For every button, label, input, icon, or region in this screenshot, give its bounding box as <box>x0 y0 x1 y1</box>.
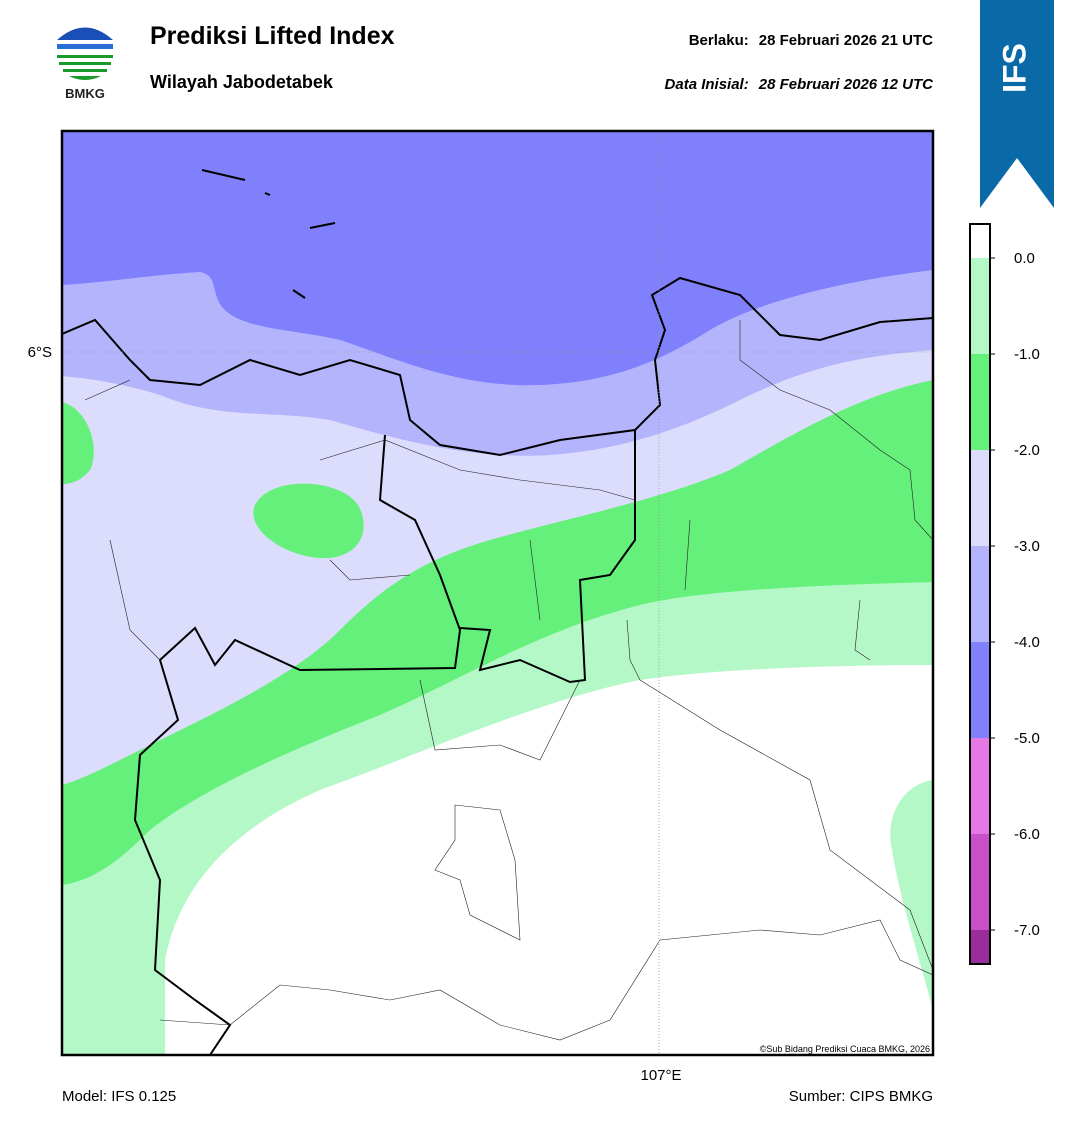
colorbar-band <box>970 354 990 450</box>
colorbar-band <box>970 546 990 642</box>
colorbar-frame <box>969 223 991 965</box>
lon-label: 107°E <box>640 1067 681 1084</box>
footer-source: Sumber: CIPS BMKG <box>789 1088 933 1105</box>
colorbar-tick-label: -4.0 <box>1014 634 1040 651</box>
map: ©Sub Bidang Prediksi Cuaca BMKG, 2026 <box>62 131 933 1055</box>
footer-model: Model: IFS 0.125 <box>62 1088 176 1105</box>
valid-label: Berlaku: <box>689 32 749 49</box>
title: Prediksi Lifted Index <box>150 22 395 50</box>
badge-text: IFS <box>996 43 1032 93</box>
init-label: Data Inisial: <box>665 76 749 93</box>
colorbar: 0.0 -1.0 -2.0 -3.0 -4.0 -5.0 -6.0 -7.0 <box>969 223 1040 965</box>
lat-label: 6°S <box>28 344 52 361</box>
admin-borders <box>84 320 933 1041</box>
copyright: ©Sub Bidang Prediksi Cuaca BMKG, 2026 <box>760 1044 930 1054</box>
colorbar-band <box>970 224 990 258</box>
colorbar-band <box>970 738 990 834</box>
colorbar-band <box>970 834 990 930</box>
logo: BMKG <box>57 27 113 101</box>
colorbar-band <box>970 450 990 546</box>
colorbar-tick-label: -1.0 <box>1014 346 1040 363</box>
area-blue <box>62 131 933 386</box>
init-time: Data Inisial: 28 Februari 2026 12 UTC <box>665 76 935 93</box>
init-value: 28 Februari 2026 12 UTC <box>758 76 934 93</box>
colorbar-tick-label: -5.0 <box>1014 730 1040 747</box>
area-light-green-se <box>890 780 933 1010</box>
colorbar-band <box>970 642 990 738</box>
logo-text: BMKG <box>65 86 105 101</box>
badge <box>980 0 1054 208</box>
map-frame <box>60 129 935 1057</box>
coastline <box>62 169 933 1055</box>
colorbar-tick-label: -6.0 <box>1014 826 1040 843</box>
colorbar-tick-label: -2.0 <box>1014 442 1040 459</box>
colorbar-tick-label: -7.0 <box>1014 922 1040 939</box>
colorbar-tick-label: -3.0 <box>1014 538 1040 555</box>
colorbar-tick-label: 0.0 <box>1014 250 1035 267</box>
area-green-oval <box>253 483 364 559</box>
subtitle: Wilayah Jabodetabek <box>150 72 334 92</box>
valid-value: 28 Februari 2026 21 UTC <box>759 32 933 49</box>
area-green-west <box>62 402 94 484</box>
valid-time: Berlaku: 28 Februari 2026 21 UTC <box>689 32 933 49</box>
colorbar-band <box>970 258 990 354</box>
colorbar-band <box>970 930 990 964</box>
